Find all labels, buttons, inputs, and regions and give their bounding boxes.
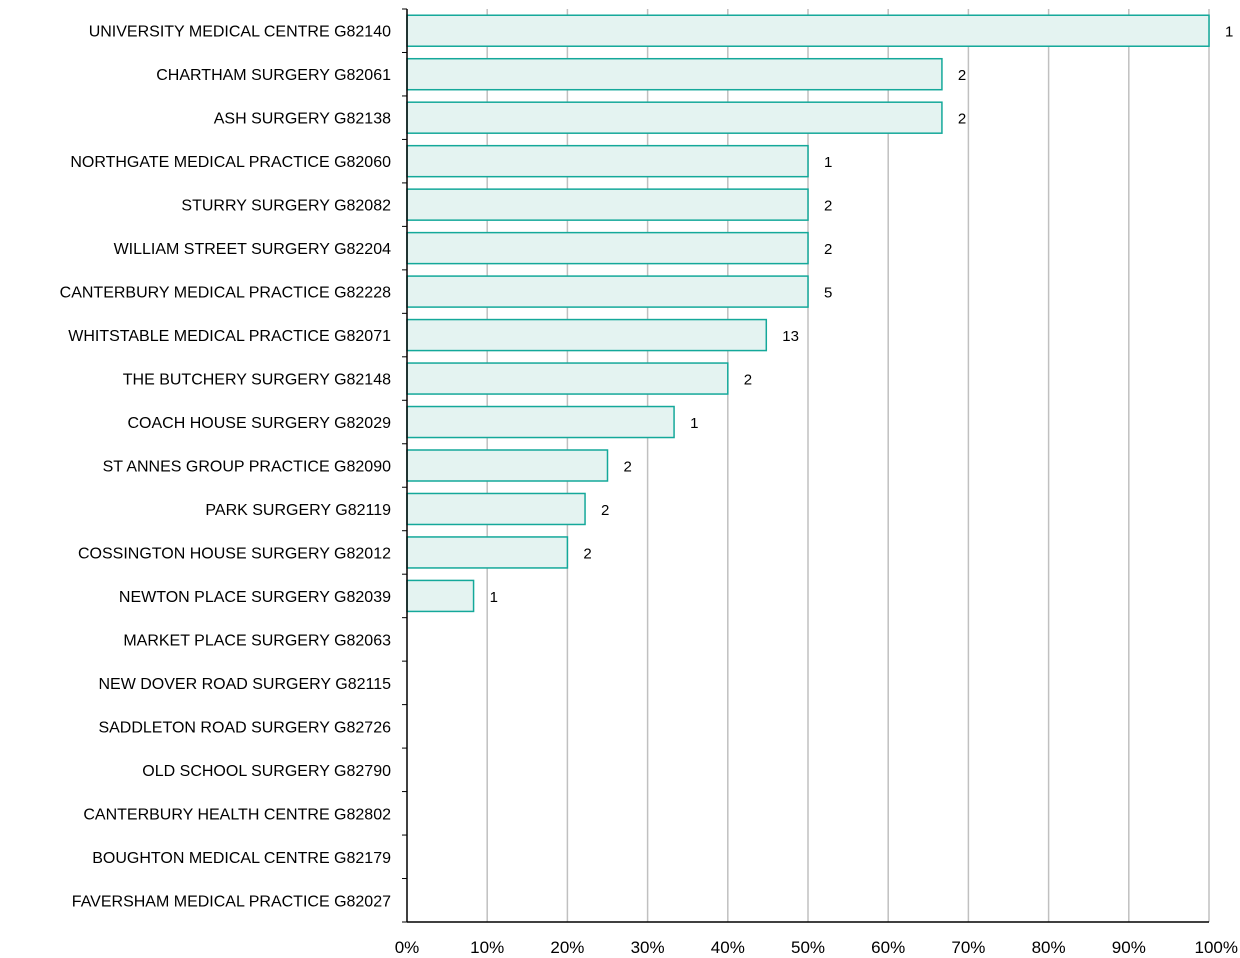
data-label: 2 [601, 502, 609, 519]
x-tick-label: 90% [1112, 938, 1146, 957]
bar [406, 318, 768, 352]
data-label: 2 [624, 459, 632, 476]
x-tick-labels: 0% 10% 20% 30% 40% 50% 60% 70% 80% 90% 100% [395, 938, 1238, 957]
data-label: 1 [490, 589, 498, 606]
x-tick-label: 10% [470, 938, 504, 957]
bar [406, 449, 609, 482]
category-label: COSSINGTON HOUSE SURGERY G82012 [78, 545, 391, 562]
bar [406, 579, 475, 613]
category-label: BOUGHTON MEDICAL CENTRE G82179 [92, 850, 391, 867]
bar [406, 362, 729, 395]
x-tick-label: 30% [631, 938, 665, 957]
bar [406, 14, 1210, 47]
category-label: CANTERBURY MEDICAL PRACTICE G82228 [60, 285, 391, 302]
bar [406, 275, 809, 308]
axes [402, 8, 1209, 923]
bar [406, 101, 943, 134]
data-label: 2 [583, 545, 591, 562]
bar [406, 144, 809, 178]
x-tick-label: 70% [951, 938, 985, 957]
data-label: 5 [824, 285, 832, 302]
category-label: NORTHGATE MEDICAL PRACTICE G82060 [70, 154, 391, 171]
x-tick-label: 80% [1032, 938, 1066, 957]
x-tick-label: 60% [871, 938, 905, 957]
bar [406, 188, 809, 221]
category-label: WHITSTABLE MEDICAL PRACTICE G82071 [68, 328, 391, 345]
data-label: 2 [824, 241, 832, 258]
x-tick-label: 20% [550, 938, 584, 957]
category-label: STURRY SURGERY G82082 [181, 198, 391, 215]
category-label: ST ANNES GROUP PRACTICE G82090 [103, 459, 392, 476]
data-label: 13 [782, 328, 799, 345]
category-label: SADDLETON ROAD SURGERY G82726 [98, 719, 391, 736]
category-label: FAVERSHAM MEDICAL PRACTICE G82027 [72, 893, 391, 910]
x-tick-label: 100% [1195, 938, 1238, 957]
category-label: COACH HOUSE SURGERY G82029 [128, 415, 392, 432]
data-label: 2 [744, 372, 752, 389]
category-label: NEW DOVER ROAD SURGERY G82115 [98, 676, 391, 693]
category-label: ASH SURGERY G82138 [214, 111, 391, 128]
data-label: 1 [1225, 24, 1233, 41]
category-label: PARK SURGERY G82119 [205, 502, 391, 519]
bar [406, 536, 569, 569]
category-label: NEWTON PLACE SURGERY G82039 [119, 589, 391, 606]
category-label: WILLIAM STREET SURGERY G82204 [114, 241, 392, 258]
data-label: 1 [690, 415, 698, 432]
category-label: CANTERBURY HEALTH CENTRE G82802 [83, 806, 391, 823]
bar [406, 492, 586, 526]
data-label: 2 [824, 198, 832, 215]
x-tick-label: 0% [395, 938, 420, 957]
data-label: 2 [958, 111, 966, 128]
category-label: OLD SCHOOL SURGERY G82790 [142, 763, 391, 780]
category-label: UNIVERSITY MEDICAL CENTRE G82140 [89, 24, 391, 41]
category-label: CHARTHAM SURGERY G82061 [156, 67, 391, 84]
category-labels: UNIVERSITY MEDICAL CENTRE G82140 CHARTHAM… [60, 24, 391, 911]
x-tick-label: 40% [711, 938, 745, 957]
bar [406, 405, 675, 439]
bar [406, 57, 943, 91]
category-label: MARKET PLACE SURGERY G82063 [123, 632, 391, 649]
category-label: THE BUTCHERY SURGERY G82148 [123, 372, 391, 389]
bars [406, 14, 1210, 613]
x-tick-label: 50% [791, 938, 825, 957]
data-label: 1 [824, 154, 832, 171]
bar [406, 231, 809, 265]
data-label: 2 [958, 67, 966, 84]
